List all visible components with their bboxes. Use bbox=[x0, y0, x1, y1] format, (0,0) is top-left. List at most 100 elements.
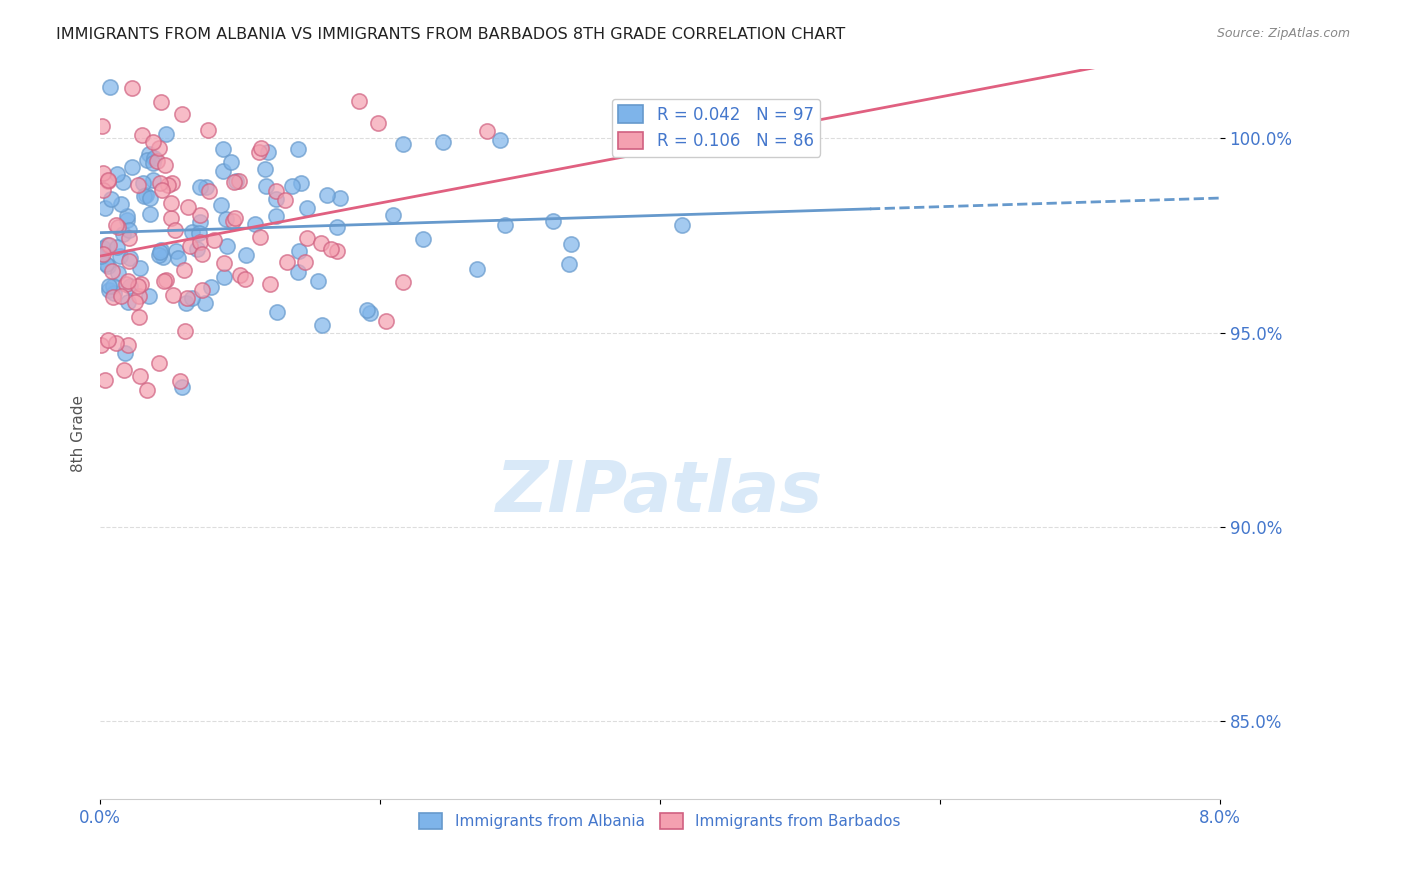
Barbados bbox=[191, 283, 214, 297]
Albania bbox=[217, 239, 239, 253]
Albania bbox=[149, 245, 172, 260]
Albania bbox=[194, 296, 217, 310]
Barbados bbox=[367, 115, 389, 129]
Albania bbox=[117, 294, 139, 309]
Albania bbox=[111, 227, 134, 241]
Barbados bbox=[347, 95, 370, 109]
Albania bbox=[96, 257, 118, 271]
Barbados bbox=[198, 185, 221, 199]
Albania bbox=[121, 160, 143, 174]
Barbados bbox=[105, 336, 128, 351]
Barbados bbox=[177, 200, 200, 214]
Albania bbox=[111, 175, 134, 189]
Barbados bbox=[228, 174, 250, 188]
Albania bbox=[138, 147, 160, 161]
Albania bbox=[211, 163, 233, 178]
Barbados bbox=[117, 338, 139, 352]
Barbados bbox=[129, 277, 152, 291]
Barbados bbox=[247, 145, 270, 160]
Barbados bbox=[149, 176, 172, 190]
Barbados bbox=[155, 158, 177, 172]
Albania bbox=[311, 318, 333, 333]
Albania bbox=[243, 217, 266, 231]
Albania bbox=[211, 142, 233, 156]
Barbados bbox=[165, 223, 187, 237]
Albania bbox=[100, 192, 122, 206]
Barbados bbox=[91, 119, 114, 133]
Barbados bbox=[115, 277, 138, 291]
Albania bbox=[91, 241, 114, 255]
Albania bbox=[488, 133, 510, 147]
Albania bbox=[142, 156, 165, 170]
Barbados bbox=[127, 178, 149, 193]
Albania bbox=[266, 305, 288, 319]
Barbados bbox=[326, 244, 349, 258]
Albania bbox=[187, 226, 209, 240]
Barbados bbox=[157, 178, 180, 193]
Albania bbox=[143, 151, 166, 165]
Albania bbox=[326, 219, 349, 234]
Barbados bbox=[93, 373, 115, 387]
Albania bbox=[671, 218, 693, 232]
Albania bbox=[356, 303, 378, 318]
Barbados bbox=[170, 107, 193, 121]
Albania bbox=[150, 244, 173, 258]
Albania bbox=[101, 279, 124, 293]
Barbados bbox=[128, 288, 150, 302]
Barbados bbox=[91, 166, 114, 180]
Barbados bbox=[274, 193, 297, 207]
Barbados bbox=[276, 255, 298, 269]
Barbados bbox=[110, 289, 132, 303]
Barbados bbox=[176, 292, 198, 306]
Albania bbox=[142, 173, 165, 187]
Barbados bbox=[97, 333, 120, 347]
Barbados bbox=[295, 231, 318, 245]
Barbados bbox=[202, 233, 225, 247]
Albania bbox=[105, 240, 128, 254]
Barbados bbox=[159, 211, 181, 225]
Albania bbox=[120, 251, 142, 265]
Barbados bbox=[173, 262, 195, 277]
Barbados bbox=[104, 219, 127, 233]
Albania bbox=[165, 244, 187, 258]
Albania bbox=[138, 289, 160, 303]
Albania bbox=[225, 174, 247, 188]
Albania bbox=[209, 198, 232, 212]
Legend: Immigrants from Albania, Immigrants from Barbados: Immigrants from Albania, Immigrants from… bbox=[413, 806, 907, 835]
Albania bbox=[541, 214, 564, 228]
Barbados bbox=[162, 176, 184, 190]
Albania bbox=[105, 167, 128, 181]
Barbados bbox=[128, 369, 150, 384]
Barbados bbox=[152, 274, 174, 288]
Albania bbox=[135, 187, 157, 202]
Barbados bbox=[174, 324, 197, 338]
Albania bbox=[195, 180, 218, 194]
Albania bbox=[329, 191, 352, 205]
Barbados bbox=[100, 263, 122, 277]
Barbados bbox=[374, 314, 396, 328]
Barbados bbox=[162, 288, 184, 302]
Albania bbox=[139, 207, 162, 221]
Barbados bbox=[191, 246, 214, 260]
Albania bbox=[148, 248, 170, 262]
Barbados bbox=[212, 256, 235, 270]
Albania bbox=[139, 191, 162, 205]
Albania bbox=[287, 265, 309, 279]
Barbados bbox=[124, 294, 146, 309]
Barbados bbox=[121, 81, 143, 95]
Barbados bbox=[150, 95, 173, 109]
Barbados bbox=[150, 183, 173, 197]
Albania bbox=[94, 201, 117, 215]
Albania bbox=[560, 237, 582, 252]
Barbados bbox=[118, 231, 141, 245]
Barbados bbox=[392, 275, 415, 289]
Albania bbox=[257, 145, 280, 160]
Barbados bbox=[235, 271, 257, 285]
Albania bbox=[110, 249, 132, 263]
Barbados bbox=[188, 235, 211, 249]
Barbados bbox=[131, 128, 153, 142]
Barbados bbox=[477, 124, 499, 138]
Albania bbox=[117, 209, 139, 223]
Albania bbox=[316, 188, 339, 202]
Albania bbox=[96, 238, 118, 252]
